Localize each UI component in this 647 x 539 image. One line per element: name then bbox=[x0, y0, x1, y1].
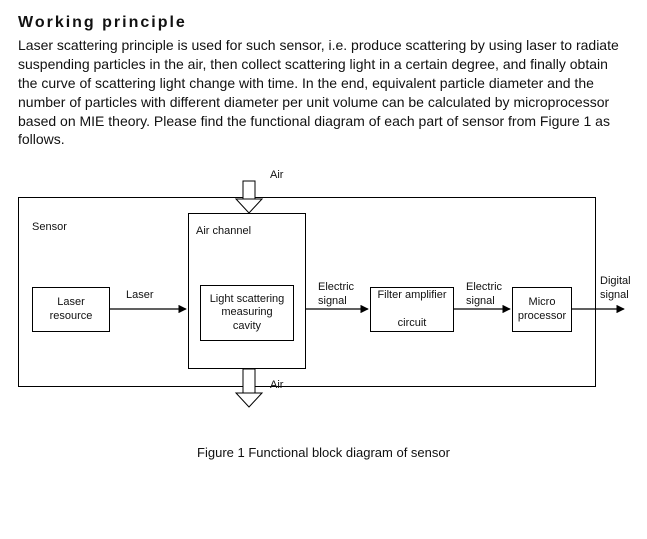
functional-diagram: Sensor Laserresource Air channel Light s… bbox=[18, 167, 629, 427]
diagram-arrows bbox=[18, 167, 629, 427]
air-in-arrow bbox=[236, 181, 262, 213]
section-heading: Working principle bbox=[18, 14, 629, 32]
air-out-arrow bbox=[236, 369, 262, 407]
section-paragraph: Laser scattering principle is used for s… bbox=[18, 36, 629, 149]
figure-caption: Figure 1 Functional block diagram of sen… bbox=[18, 445, 629, 460]
